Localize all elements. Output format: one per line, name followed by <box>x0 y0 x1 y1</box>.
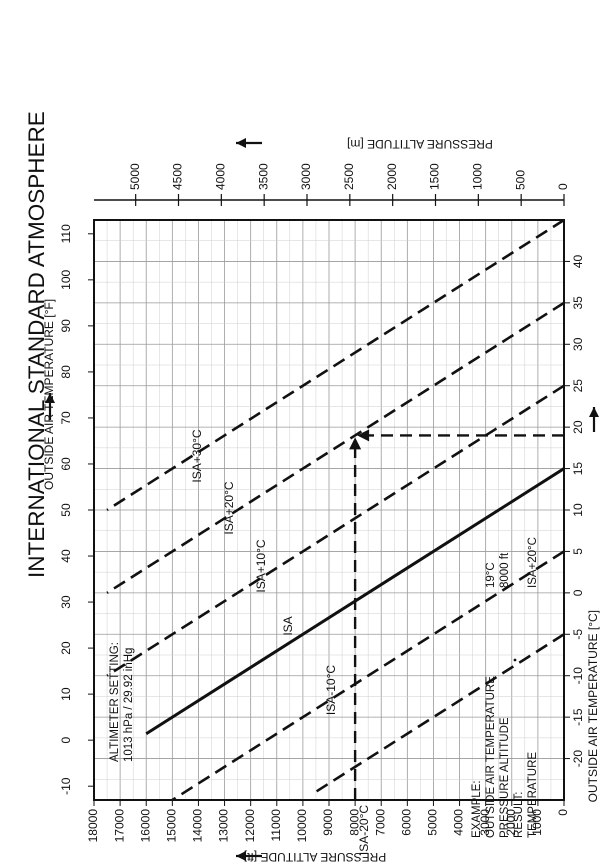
altitude-ft-tick-label: 15000 <box>165 809 179 843</box>
series-label: ISA+30°C <box>190 429 204 482</box>
temp-c-tick-label: -15 <box>571 708 585 726</box>
arrow-meters-head-icon <box>236 138 246 148</box>
altitude-m-tick-label: 5000 <box>128 163 142 190</box>
example-arrow-left-icon <box>357 429 370 442</box>
temp-f-tick-label: 90 <box>59 319 73 333</box>
temp-f-tick-label: 70 <box>59 411 73 425</box>
temp-c-tick-label: -20 <box>571 750 585 768</box>
arrow-feet-head-icon <box>236 851 246 861</box>
altitude-ft-tick-label: 1000 <box>530 809 544 836</box>
temp-c-tick-label: 0 <box>571 589 585 596</box>
altitude-ft-tick-label: 11000 <box>269 809 283 842</box>
altimeter-note-line-2: 1013 hPa / 29.92 inHg <box>123 648 135 762</box>
altitude-ft-tick-label: 9000 <box>321 809 335 836</box>
example-dot-marker <box>513 658 517 662</box>
temp-c-tick-label: 25 <box>571 379 585 393</box>
isa-line <box>171 550 565 802</box>
temp-c-tick-label: 10 <box>571 503 585 517</box>
axis-title-feet: PRESSURE ALTITUDE [ft] <box>244 850 386 864</box>
temp-f-tick-label: 0 <box>59 737 73 744</box>
series-label: ISA+10°C <box>254 539 268 592</box>
example-line: PRESSURE ALTITUDE <box>499 717 511 838</box>
example-value: ISA+20°C <box>527 537 539 588</box>
altitude-ft-tick-label: 17000 <box>112 809 126 843</box>
altitude-ft-tick-label: 4000 <box>452 809 466 836</box>
altitude-m-tick-label: 0 <box>556 183 570 190</box>
altitude-m-tick-label: 500 <box>513 170 527 190</box>
example-path <box>349 429 564 800</box>
altitude-ft-tick-label: 12000 <box>243 809 257 843</box>
altitude-ft-tick-label: 10000 <box>295 809 309 843</box>
temp-f-tick-label: 60 <box>59 457 73 471</box>
altitude-m-tick-label: 3500 <box>256 163 270 190</box>
axis-title-meters: PRESSURE ALTITUDE [m] <box>347 137 493 151</box>
arrow-fahrenheit-head-icon <box>45 393 55 403</box>
series-label: ISA <box>281 616 295 635</box>
temp-c-tick-label: 30 <box>571 337 585 351</box>
temp-f-tick-label: 110 <box>59 224 73 243</box>
temp-f-tick-label: 10 <box>59 687 73 701</box>
isa-line <box>106 384 565 677</box>
temp-f-tick-label: 50 <box>59 503 73 517</box>
example-line: RESULT: <box>513 792 525 838</box>
temp-f-tick-label: 40 <box>59 549 73 563</box>
example-arrow-up-icon <box>349 437 362 450</box>
altitude-ft-tick-label: 18000 <box>86 809 100 843</box>
chart-title: INTERNATIONAL STANDARD ATMOSPHERE <box>24 111 49 578</box>
temp-c-tick-label: 5 <box>571 548 585 555</box>
chart-labels: ISA-20°C ISA-10°C ISA ISA+10°C ISA+20°C ISA+3… <box>24 111 600 864</box>
temp-c-tick-label: 40 <box>571 254 585 268</box>
temp-f-tick-label: -10 <box>59 777 73 795</box>
temp-f-tick-label: 80 <box>59 365 73 379</box>
example-line: TEMPERATURE <box>527 752 539 838</box>
arrow-celsius-head-icon <box>589 407 599 417</box>
isa-line <box>106 301 565 594</box>
altitude-m-tick-label: 4500 <box>171 163 185 190</box>
altitude-ft-tick-label: 14000 <box>191 809 205 843</box>
altitude-m-tick-label: 2500 <box>342 163 356 190</box>
temp-c-tick-label: -10 <box>571 667 585 685</box>
altitude-m-tick-label: 1000 <box>471 163 485 190</box>
isa-line <box>315 633 565 793</box>
example-value: 19°C <box>485 562 497 588</box>
series-label: ISA-10°C <box>324 665 338 715</box>
altitude-ft-tick-label: 5000 <box>426 809 440 836</box>
temp-f-tick-label: 30 <box>59 595 73 609</box>
altitude-ft-tick-label: 3000 <box>478 809 492 836</box>
altitude-m-tick-label: 3000 <box>299 163 313 190</box>
altitude-m-tick-label: 4000 <box>214 163 228 190</box>
example-heading: EXAMPLE: <box>471 780 483 838</box>
altitude-ft-tick-label: 8000 <box>347 809 361 836</box>
example-line: OUTSIDE AIR TEMPERATURE <box>485 676 497 838</box>
altitude-m-tick-label: 1500 <box>428 163 442 190</box>
series-label: ISA-20°C <box>357 805 371 855</box>
temp-c-tick-label: 20 <box>571 420 585 434</box>
altitude-ft-tick-label: 0 <box>556 809 570 816</box>
altimeter-note-line-1: ALTIMETER SETTING: <box>109 642 121 762</box>
altitude-ft-tick-label: 13000 <box>217 809 231 843</box>
altitude-ft-tick-label: 7000 <box>373 809 387 836</box>
altitude-ft-tick-label: 6000 <box>400 809 414 836</box>
series-label: ISA+20°C <box>222 481 236 534</box>
altitude-m-tick-label: 2000 <box>385 163 399 190</box>
temp-f-tick-label: 100 <box>59 270 73 290</box>
isa-curves <box>106 218 565 802</box>
isa-line <box>106 218 565 512</box>
altitude-ft-tick-label: 2000 <box>504 809 518 836</box>
altitude-ft-tick-label: 16000 <box>138 809 152 843</box>
temp-c-tick-label: -5 <box>571 629 585 640</box>
temp-c-tick-label: 15 <box>571 462 585 476</box>
axis-title-celsius: OUTSIDE AIR TEMPERATURE [°C] <box>586 610 600 802</box>
chart-axes <box>88 194 570 806</box>
example-value: 8000 ft <box>499 552 511 588</box>
temp-c-tick-label: 35 <box>571 296 585 310</box>
temp-f-tick-label: 20 <box>59 641 73 655</box>
